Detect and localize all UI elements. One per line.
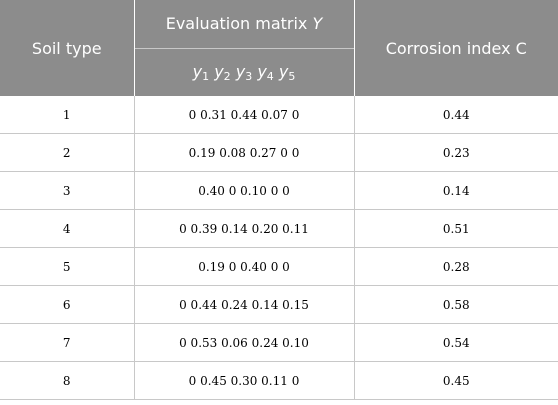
header-evaluation-prefix: Evaluation matrix <box>165 14 308 34</box>
cell-soil-type: 7 <box>0 323 134 362</box>
subvar-y5: y5 <box>278 61 296 83</box>
cell-matrix: 0.40 0 0.10 0 0 <box>133 171 354 210</box>
cell-matrix: 0 0.44 0.24 0.14 0.15 <box>133 285 354 324</box>
subvar-y2: y2 <box>214 61 231 83</box>
cell-matrix: 0.19 0.08 0.27 0 0 <box>133 133 354 172</box>
cell-matrix: 0 0.31 0.44 0.07 0 <box>133 96 354 134</box>
cell-soil-type: 4 <box>0 209 134 248</box>
subvar-y4: y4 <box>257 61 274 83</box>
table-row: 7 0 0.53 0.06 0.24 0.10 0.54 <box>0 323 558 362</box>
cell-corrosion-index: 0.28 <box>353 247 558 286</box>
subvar-y1: y1 <box>192 61 210 83</box>
subvar-y3: y3 <box>235 61 253 83</box>
cell-matrix: 0 0.53 0.06 0.24 0.10 <box>133 323 354 362</box>
cell-corrosion-index: 0.23 <box>353 133 558 172</box>
cell-soil-type: 3 <box>0 171 134 210</box>
table-row: 2 0.19 0.08 0.27 0 0 0.23 <box>0 133 558 172</box>
table-header: Soil type Evaluation matrix Y Corrosion … <box>0 0 558 96</box>
cell-soil-type: 8 <box>0 361 134 400</box>
table-body: 1 0 0.31 0.44 0.07 0 0.44 2 0.19 0.08 0.… <box>0 96 558 400</box>
table-row: 8 0 0.45 0.30 0.11 0 0.45 <box>0 361 558 400</box>
header-evaluation-var: Y <box>312 14 323 34</box>
header-evaluation-matrix: Evaluation matrix Y <box>133 0 354 48</box>
cell-corrosion-index: 0.44 <box>353 96 558 134</box>
header-subvariables: y1 y2 y3 y4 y5 <box>133 47 354 96</box>
cell-soil-type: 1 <box>62 107 71 122</box>
cell-corrosion-index: 0.51 <box>353 209 558 248</box>
table-row: 4 0 0.39 0.14 0.20 0.11 0.51 <box>0 209 558 248</box>
cell-corrosion-index: 0.45 <box>353 361 558 400</box>
table-row: 5 0.19 0 0.40 0 0 0.28 <box>0 247 558 286</box>
cell-corrosion-index: 0.58 <box>353 285 558 324</box>
cell-soil-type: 6 <box>0 285 134 324</box>
cell-matrix: 0.19 0 0.40 0 0 <box>133 247 354 286</box>
cell-corrosion-index: 0.54 <box>353 323 558 362</box>
cell-matrix: 0 0.39 0.14 0.20 0.11 <box>133 209 354 248</box>
header-soil-type: Soil type <box>0 0 134 96</box>
cell-soil-type: 5 <box>0 247 134 286</box>
table-row: 1 0 0.31 0.44 0.07 0 0.44 <box>0 96 558 134</box>
cell-corrosion-index: 0.14 <box>353 171 558 210</box>
cell-soil-type: 2 <box>0 133 134 172</box>
table-row: 6 0 0.44 0.24 0.14 0.15 0.58 <box>0 285 558 324</box>
table-row: 3 0.40 0 0.10 0 0 0.14 <box>0 171 558 210</box>
header-corrosion-index: Corrosion index C <box>353 0 558 96</box>
cell-matrix: 0 0.45 0.30 0.11 0 <box>133 361 354 400</box>
